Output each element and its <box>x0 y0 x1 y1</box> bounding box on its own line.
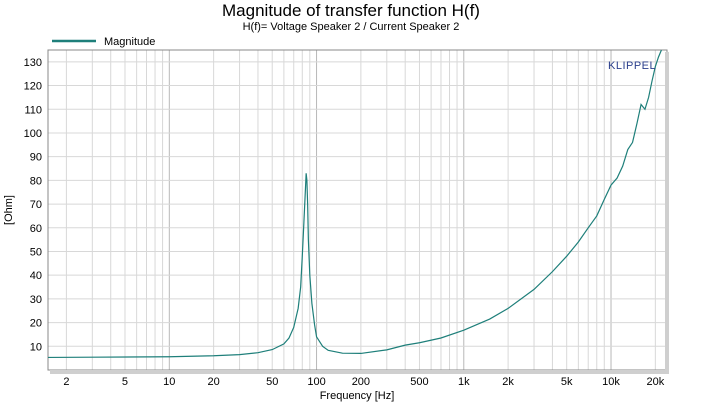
x-axis-label: Frequency [Hz] <box>320 390 395 402</box>
y-tick-label: 10 <box>30 341 42 353</box>
x-tick-label: 50 <box>266 376 278 388</box>
grid <box>48 50 667 370</box>
y-tick-label: 50 <box>30 246 42 258</box>
x-tick-label: 5k <box>561 376 573 388</box>
y-axis-label: [Ohm] <box>3 195 15 225</box>
y-tick-labels: 10 20 30 40 50 60 70 80 90 100 110 120 130 <box>24 57 42 353</box>
y-tick-label: 110 <box>24 104 42 116</box>
y-tick-label: 120 <box>24 81 42 93</box>
x-tick-label: 5 <box>122 376 128 388</box>
chart-subtitle: H(f)= Voltage Speaker 2 / Current Speake… <box>243 21 460 33</box>
klippel-brand: KLIPPEL <box>608 60 656 72</box>
y-tick-label: 90 <box>30 152 42 164</box>
y-tick-label: 80 <box>30 175 42 187</box>
y-tick-label: 30 <box>30 294 42 306</box>
x-tick-label: 20k <box>646 376 664 388</box>
y-tick-label: 60 <box>30 223 42 235</box>
chart-title: Magnitude of transfer function H(f) <box>222 1 480 20</box>
y-tick-label: 130 <box>24 57 42 69</box>
magnitude-series-line <box>47 49 662 359</box>
plot-frame <box>47 49 668 371</box>
x-tick-label: 2 <box>63 376 69 388</box>
x-tick-label: 10 <box>163 376 175 388</box>
legend-label: Magnitude <box>104 36 155 48</box>
y-tick-label: 40 <box>30 270 42 282</box>
y-tick-label: 20 <box>30 318 42 330</box>
y-tick-label: 100 <box>24 128 42 140</box>
x-tick-label: 1k <box>458 376 470 388</box>
legend: Magnitude <box>52 36 155 48</box>
x-tick-label: 100 <box>307 376 325 388</box>
x-tick-label: 200 <box>352 376 370 388</box>
x-tick-labels: 2 5 10 20 50 100 200 500 1k 2k 5k 10k 20k <box>63 376 664 388</box>
x-tick-label: 20 <box>208 376 220 388</box>
x-tick-label: 500 <box>410 376 428 388</box>
x-tick-label: 10k <box>602 376 620 388</box>
x-tick-label: 2k <box>502 376 514 388</box>
y-tick-label: 70 <box>30 199 42 211</box>
